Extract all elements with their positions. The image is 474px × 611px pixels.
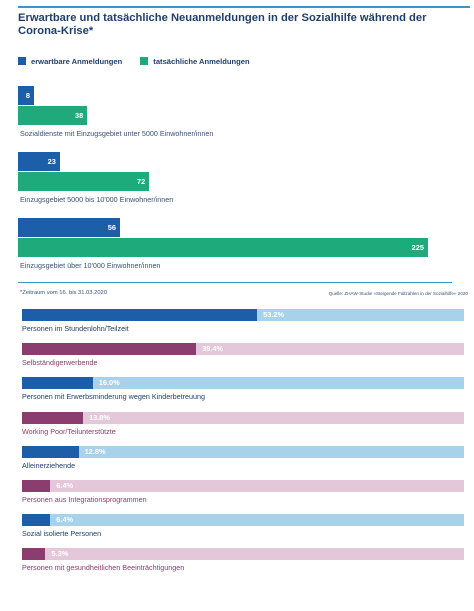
legend: erwartbare Anmeldungen tatsächliche Anme… [18,55,268,67]
bar-track [22,377,464,390]
bar-value [22,445,79,458]
bar-value [22,514,51,527]
bar-value [22,548,46,561]
value-label: 6.4% [56,515,74,525]
legend-label-expected: erwartbare Anmeldungen [31,56,123,66]
top-rule [18,6,470,8]
category-label: Working Poor/Teilunterstützte [22,426,116,436]
bar-value [22,480,51,492]
bar-value [22,411,83,424]
category-label: Personen mit gesundheitlichen Beeinträch… [22,563,185,573]
bar-track [22,548,464,561]
bar-actual: 225 [18,238,428,257]
source-note: Quelle: ZHAW-Studie «Steigende Fallzahle… [328,291,468,296]
legend-item-actual: tatsächliche Anmeldungen [140,56,250,66]
value-label: 12.8% [84,446,106,456]
bar-value [22,343,197,356]
value-label: 6.4% [56,481,74,490]
category-label: Alleinerziehende [22,460,76,470]
category-label: Sozial isolierte Personen [22,529,102,539]
value-label: 39.4% [202,344,224,354]
category-label: Einzugsgebiet 5000 bis 10'000 Einwohner/… [20,195,174,204]
category-label: Personen mit Erwerbsminderung wegen Kind… [22,392,205,402]
category-label: Selbständigerwerbende [22,358,98,368]
bar-value [22,377,93,390]
legend-swatch-expected [18,57,26,65]
bar-actual: 38 [18,106,88,125]
legend-label-actual: tatsächliche Anmeldungen [153,56,250,66]
value-label: 53.2% [263,310,285,319]
legend-item-expected: erwartbare Anmeldungen [18,57,122,66]
bar-track [22,411,464,424]
bar-expected: 8 [18,86,34,105]
value-label: 16.0% [98,378,120,388]
bar-value [22,309,258,321]
bar-actual: 72 [18,172,150,191]
category-label: Einzugsgebiet über 10'000 Einwohner/inne… [20,261,161,270]
section-divider [18,282,452,283]
legend-swatch-actual [140,57,149,65]
bar-track [22,445,464,458]
value-label: 13.8% [88,412,110,422]
bar-track [22,480,464,492]
footnote: *Zeitraum vom 16. bis 31.03.2020 [20,290,108,296]
bar-expected: 56 [18,218,121,237]
category-label: Personen aus Integrationsprogrammen [22,495,147,504]
bar-track [22,514,464,527]
category-label: Sozialdienste mit Einzugsgebiet unter 50… [20,129,214,138]
bar-expected: 23 [18,152,60,171]
value-label: 5.3% [51,549,69,559]
chart-title: Erwartbare und tatsächliche Neuanmeldung… [18,12,427,37]
category-label: Personen im Stundenlohn/Teilzeit [22,324,129,333]
